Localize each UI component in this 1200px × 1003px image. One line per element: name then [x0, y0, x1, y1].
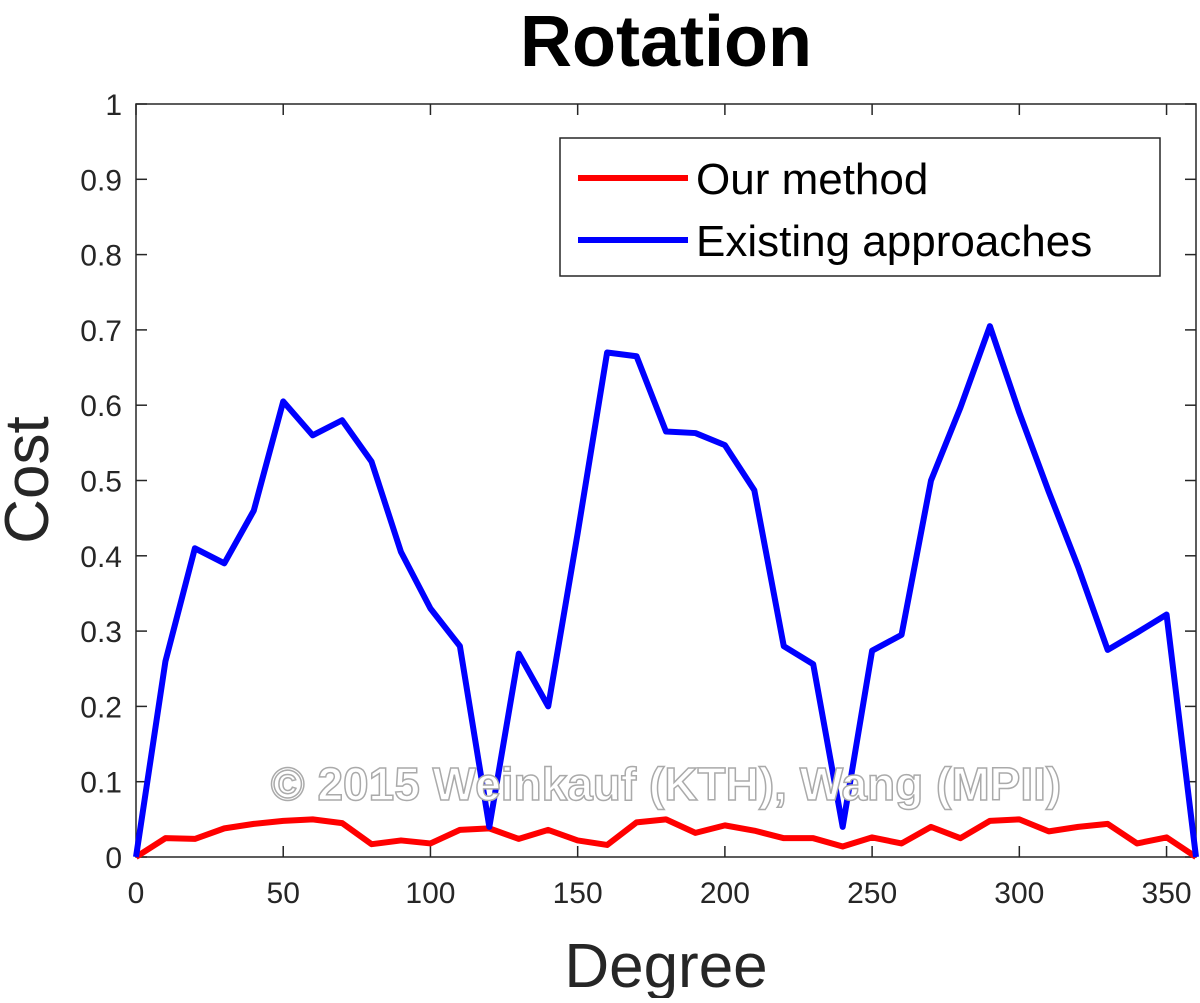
y-tick-label: 1	[105, 89, 122, 122]
x-axis-label: Degree	[564, 932, 767, 998]
chart-title: Rotation	[520, 2, 812, 82]
x-tick-label: 100	[405, 877, 455, 910]
legend-label-our-method: Our method	[696, 155, 928, 204]
y-tick-label: 0.4	[80, 541, 122, 574]
y-axis-label: Cost	[0, 416, 62, 543]
x-tick-label: 200	[700, 877, 750, 910]
y-tick-label: 0.1	[80, 767, 122, 800]
x-tick-label: 250	[847, 877, 897, 910]
legend-label-existing-approaches: Existing approaches	[696, 217, 1092, 266]
y-tick-label: 0.5	[80, 466, 122, 499]
x-tick-label: 300	[994, 877, 1044, 910]
y-tick-label: 0.9	[80, 164, 122, 197]
y-tick-label: 0.6	[80, 390, 122, 423]
legend: Our method Existing approaches	[560, 138, 1160, 276]
x-tick-label: 50	[267, 877, 300, 910]
y-tick-label: 0.7	[80, 315, 122, 348]
y-tick-label: 0.2	[80, 691, 122, 724]
y-tick-label: 0.3	[80, 616, 122, 649]
x-tick-label: 150	[553, 877, 603, 910]
x-tick-label: 0	[128, 877, 145, 910]
y-tick-label: 0.8	[80, 240, 122, 273]
y-tick-label: 0	[105, 842, 122, 875]
watermark: © 2015 Weinkauf (KTH), Wang (MPII)	[271, 758, 1061, 810]
x-tick-label: 350	[1142, 877, 1192, 910]
